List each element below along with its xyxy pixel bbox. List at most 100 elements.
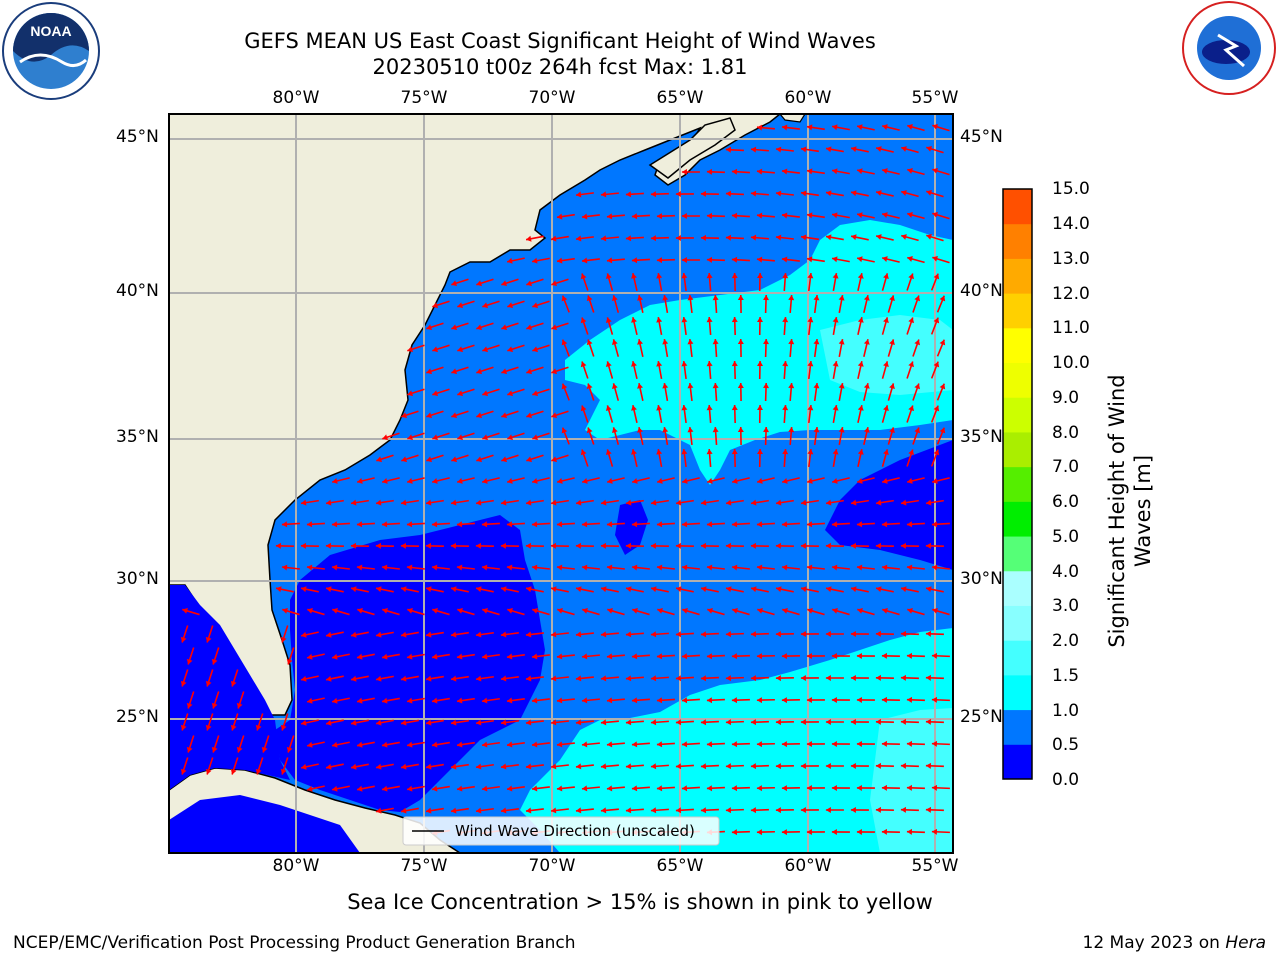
wave-arrow-head bbox=[731, 168, 738, 175]
wave-arrow-head bbox=[607, 607, 613, 614]
wave-arrow-head bbox=[826, 234, 832, 241]
wave-arrow-head bbox=[932, 478, 938, 484]
wave-arrow-head bbox=[180, 724, 187, 731]
wave-arrow-head bbox=[832, 405, 839, 411]
wave-arrow-head bbox=[657, 607, 663, 614]
lon-label-bottom: 70°W bbox=[528, 856, 576, 876]
wave-arrow-head bbox=[926, 586, 932, 593]
wave-arrow-head bbox=[205, 680, 212, 687]
wave-arrow-head bbox=[450, 542, 456, 549]
wave-arrow-head bbox=[301, 675, 307, 682]
wave-arrow-head bbox=[700, 631, 707, 638]
wave-arrow-head bbox=[186, 746, 193, 753]
wave-arrow-head bbox=[211, 702, 218, 709]
wave-arrow-head bbox=[501, 368, 508, 375]
wave-arrow-head bbox=[580, 317, 587, 324]
wave-arrow-head bbox=[857, 273, 864, 279]
wave-arrow-head bbox=[876, 146, 882, 152]
wave-arrow-head bbox=[939, 295, 946, 302]
wave-arrow-head bbox=[611, 295, 618, 301]
wave-arrow-head bbox=[682, 607, 688, 614]
wave-arrow-head bbox=[557, 213, 563, 220]
wave-arrow-head bbox=[382, 607, 388, 614]
wave-arrow-head bbox=[857, 212, 863, 219]
wave-arrow-head bbox=[357, 607, 363, 614]
colorbar-segment bbox=[1003, 709, 1032, 745]
wave-arrow-head bbox=[651, 586, 657, 593]
wave-arrow-head bbox=[826, 499, 832, 506]
wave-arrow-head bbox=[781, 521, 788, 528]
wave-arrow-head bbox=[286, 658, 293, 665]
wave-arrow-head bbox=[525, 631, 532, 638]
wave-arrow-head bbox=[581, 785, 588, 792]
wave-arrow-head bbox=[255, 724, 262, 731]
wave-arrow-head bbox=[933, 317, 940, 324]
wave-arrow-head bbox=[882, 607, 888, 614]
wave-arrow-head bbox=[407, 390, 414, 397]
wave-arrow-head bbox=[782, 478, 788, 484]
wave-arrow-head bbox=[932, 255, 938, 262]
wave-arrow-head bbox=[813, 339, 820, 345]
chart-subtitle: 20230510 t00z 264h fcst Max: 1.81 bbox=[372, 55, 748, 79]
colorbar-segment bbox=[1003, 397, 1032, 433]
wave-arrow-head bbox=[280, 768, 287, 775]
wave-arrow-head bbox=[656, 785, 663, 792]
wave-arrow-head bbox=[900, 806, 906, 813]
wave-arrow-head bbox=[451, 499, 457, 506]
wave-arrow-head bbox=[682, 478, 688, 484]
colorbar-tick: 5.0 bbox=[1052, 527, 1080, 547]
wave-arrow-head bbox=[656, 741, 663, 748]
wave-arrow-head bbox=[707, 478, 713, 484]
colorbar-tick: 9.0 bbox=[1052, 388, 1080, 408]
wave-arrow-head bbox=[756, 564, 763, 571]
wave-arrow-head bbox=[706, 449, 713, 455]
wave-arrow-head bbox=[662, 383, 669, 389]
wave-arrow-head bbox=[931, 696, 938, 703]
wave-arrow-head bbox=[681, 564, 688, 571]
wave-arrow-head bbox=[426, 719, 432, 726]
wave-arrow-head bbox=[357, 478, 363, 484]
wave-arrow-head bbox=[656, 405, 663, 411]
wave-arrow-head bbox=[626, 499, 632, 506]
wave-arrow-head bbox=[939, 339, 946, 346]
wave-arrow-head bbox=[376, 456, 383, 463]
wave-arrow-head bbox=[756, 124, 763, 131]
wave-arrow-head bbox=[832, 273, 839, 279]
wave-arrow-head bbox=[656, 564, 663, 571]
wave-arrow-head bbox=[481, 697, 488, 704]
wave-arrow-head bbox=[551, 499, 557, 506]
wave-arrow-head bbox=[451, 631, 457, 638]
wave-arrow-head bbox=[801, 146, 807, 153]
wave-arrow-head bbox=[531, 564, 538, 571]
wave-arrow-head bbox=[939, 383, 946, 390]
wave-arrow-head bbox=[706, 785, 713, 792]
wave-arrow-head bbox=[857, 607, 863, 614]
wave-arrow-head bbox=[706, 697, 713, 704]
wave-arrow-head bbox=[737, 427, 744, 433]
wave-arrow-head bbox=[681, 317, 688, 323]
wave-arrow-head bbox=[556, 697, 563, 704]
wave-arrow-head bbox=[406, 564, 413, 571]
colorbar-segment bbox=[1003, 223, 1032, 259]
wave-arrow-head bbox=[687, 295, 694, 301]
wave-arrow-head bbox=[301, 719, 307, 726]
wave-arrow-head bbox=[525, 719, 532, 726]
wave-arrow-head bbox=[501, 412, 508, 419]
wave-arrow-head bbox=[526, 456, 533, 463]
wave-arrow-head bbox=[933, 273, 940, 280]
wave-arrow-head bbox=[757, 478, 763, 484]
wave-arrow-head bbox=[580, 449, 587, 456]
wave-arrow-head bbox=[332, 607, 338, 614]
colorbar-segment bbox=[1003, 501, 1032, 537]
wave-arrow-head bbox=[732, 478, 738, 484]
wave-arrow-head bbox=[881, 521, 888, 528]
map-frame bbox=[168, 113, 954, 854]
wave-arrow-head bbox=[482, 607, 488, 614]
wave-arrow-head bbox=[407, 434, 414, 441]
wave-arrow-head bbox=[725, 675, 732, 682]
wave-arrow-head bbox=[631, 257, 638, 264]
wave-arrow-head bbox=[725, 763, 732, 770]
wave-arrow-head bbox=[482, 346, 489, 353]
wave-arrow-head bbox=[550, 631, 557, 638]
wave-arrow-head bbox=[551, 324, 558, 331]
